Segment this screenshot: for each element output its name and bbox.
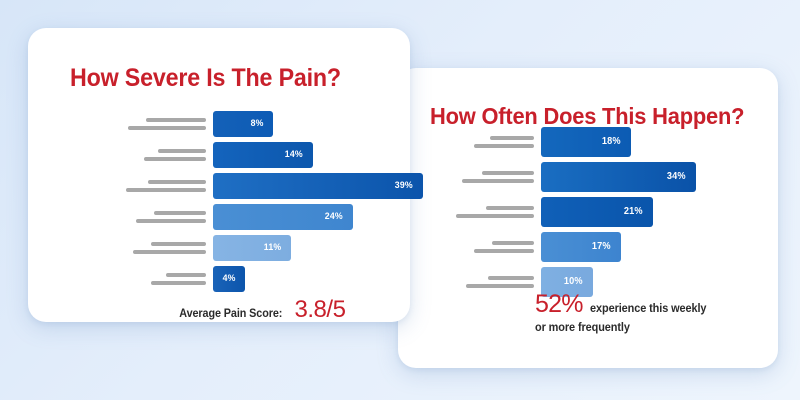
bar-label-placeholder <box>398 275 541 288</box>
bar-row: 10% <box>398 264 778 299</box>
bar: 8% <box>213 110 273 137</box>
label-line <box>151 241 206 246</box>
frequency-bar-chart: 18% 34% 21% 17% 10% <box>398 124 778 299</box>
bar-label-placeholder <box>28 272 213 285</box>
label-line <box>146 117 206 122</box>
bar: 4% <box>213 265 245 292</box>
bar-label-placeholder <box>398 170 541 183</box>
bar-label-placeholder <box>28 210 213 223</box>
frequency-card: How Often Does This Happen? 18% 34% 21% 17%… <box>398 68 778 368</box>
label-line <box>456 213 534 218</box>
label-line <box>492 240 534 245</box>
bar: 10% <box>541 266 593 297</box>
bar-value-label: 4% <box>222 273 236 284</box>
bar-value-label: 17% <box>592 241 612 252</box>
bar-label-placeholder <box>398 205 541 218</box>
average-pain-score-value: 3.8/5 <box>294 296 346 323</box>
label-line <box>151 280 206 285</box>
bar-row: 18% <box>398 124 778 159</box>
bar-row: 14% <box>28 139 410 170</box>
bar-row: 39% <box>28 170 423 201</box>
bar: 17% <box>541 231 621 262</box>
bar: 24% <box>213 203 353 230</box>
label-line <box>482 170 534 175</box>
label-line <box>166 272 206 277</box>
label-line <box>462 178 534 183</box>
average-pain-score-footer: Average Pain Score: 3.8/5 <box>28 296 410 324</box>
label-line <box>466 283 534 288</box>
bar: 39% <box>213 172 423 199</box>
severity-card-title: How Severe Is The Pain? <box>70 64 341 92</box>
bar-label-placeholder <box>28 179 213 192</box>
bar-value-label: 24% <box>325 211 344 222</box>
frequency-stat-text: experience this weekly <box>589 303 707 315</box>
bar-value-label: 34% <box>667 171 687 182</box>
bar-row: 24% <box>28 201 410 232</box>
bar-value-label: 8% <box>250 118 264 129</box>
label-line <box>133 249 206 254</box>
frequency-stat-line-2: or more frequently <box>535 322 630 334</box>
severity-card: How Severe Is The Pain? 8% 14% 39% 24% 11% 4%… <box>28 28 423 324</box>
bar-value-label: 14% <box>285 149 304 160</box>
label-line <box>490 135 534 140</box>
bar-value-label: 11% <box>263 242 282 253</box>
bar: 34% <box>541 161 696 192</box>
label-line <box>148 179 206 184</box>
bar-row: 8% <box>28 108 410 139</box>
bar: 14% <box>213 141 313 168</box>
severity-bar-chart: 8% 14% 39% 24% 11% 4% <box>28 108 423 294</box>
label-line <box>158 148 206 153</box>
average-pain-score-label: Average Pain Score: <box>179 308 283 320</box>
bar-label-placeholder <box>28 117 213 130</box>
label-line <box>128 125 206 130</box>
bar: 11% <box>213 234 291 261</box>
label-line <box>144 156 206 161</box>
bar-row: 17% <box>398 229 778 264</box>
label-line <box>154 210 206 215</box>
label-line <box>136 218 206 223</box>
bar-row: 4% <box>28 263 410 294</box>
bar-row: 21% <box>398 194 778 229</box>
label-line <box>486 205 534 210</box>
frequency-stat-footer: 52% experience this weekly or more frequ… <box>535 292 770 335</box>
frequency-card-title: How Often Does This Happen? <box>430 103 745 129</box>
bar-value-label: 21% <box>624 206 644 217</box>
bar-value-label: 39% <box>395 180 414 191</box>
bar-label-placeholder <box>398 135 541 148</box>
bar-value-label: 10% <box>564 276 584 287</box>
bar-value-label: 18% <box>602 136 622 147</box>
bar-label-placeholder <box>398 240 541 253</box>
bar-label-placeholder <box>28 148 213 161</box>
bar-row: 34% <box>398 159 778 194</box>
label-line <box>126 187 206 192</box>
bar-row: 11% <box>28 232 410 263</box>
frequency-stat-line-1: 52% experience this weekly <box>535 292 770 317</box>
frequency-stat-number: 52% <box>535 290 583 318</box>
bar: 21% <box>541 196 653 227</box>
label-line <box>488 275 534 280</box>
bar-label-placeholder <box>28 241 213 254</box>
bar: 18% <box>541 126 631 157</box>
label-line <box>474 143 534 148</box>
label-line <box>474 248 534 253</box>
